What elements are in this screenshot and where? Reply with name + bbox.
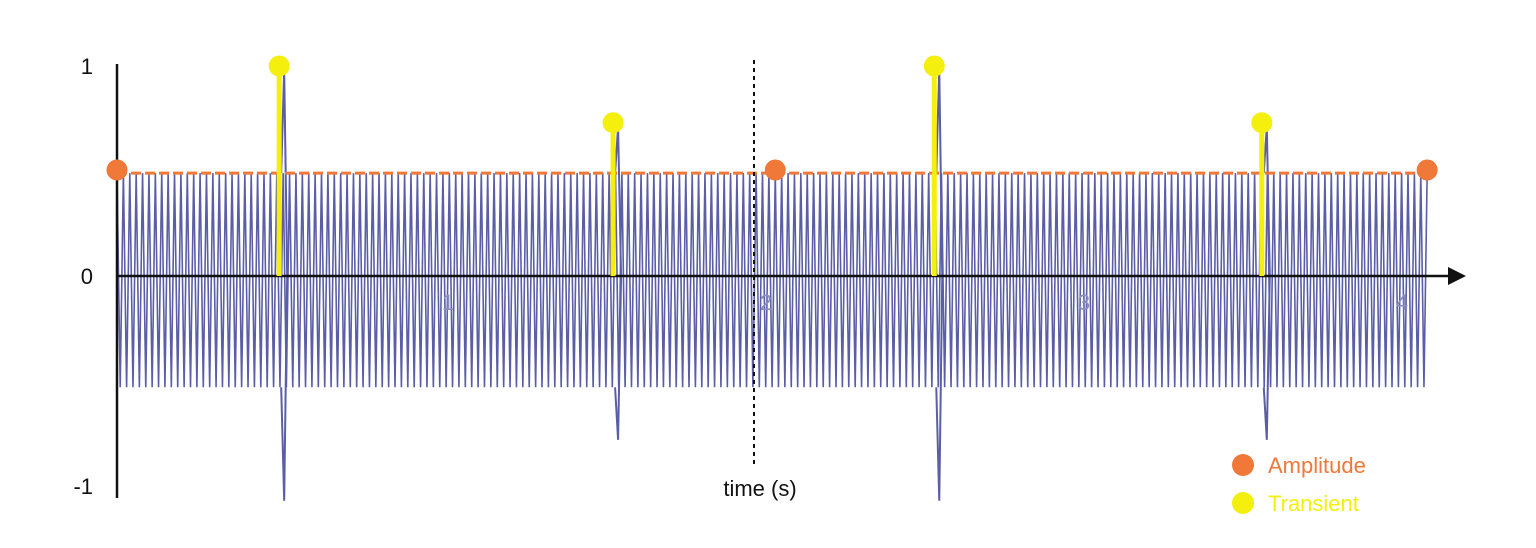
x-tick-label: 3 [1078,290,1090,315]
signal-line [116,173,1428,388]
transient-stems-layer [276,66,1265,276]
x-tick-label: 1 [442,290,454,315]
y-tick-label: 0 [81,264,93,289]
points-layer [106,55,1438,181]
legend-amplitude-marker [1232,454,1254,476]
signal-layer [116,69,1428,501]
y-tick-label: 1 [81,54,93,79]
amplitude-point-1 [106,159,128,181]
legend-transient-marker [1232,492,1254,514]
legend-transient-label: Transient [1268,491,1359,516]
x-axis-arrow-icon [1448,267,1466,285]
x-tick-label: 4 [1396,290,1408,315]
legend: Amplitude Transient [1232,453,1366,516]
x-axis-label: time (s) [723,476,796,501]
tick-labels: 1 0 -1 1 2 3 4 [73,54,1408,499]
x-tick-label: 2 [760,290,772,315]
y-tick-label: -1 [73,474,93,499]
axes [115,64,1466,498]
legend-amplitude-label: Amplitude [1268,453,1366,478]
transient-point-4 [1251,112,1273,134]
transient-point-2 [602,112,624,134]
transient-point-3 [923,55,945,77]
transient-point-1 [268,55,290,77]
amplitude-point-2 [764,159,786,181]
amplitude-point-3 [1416,159,1438,181]
